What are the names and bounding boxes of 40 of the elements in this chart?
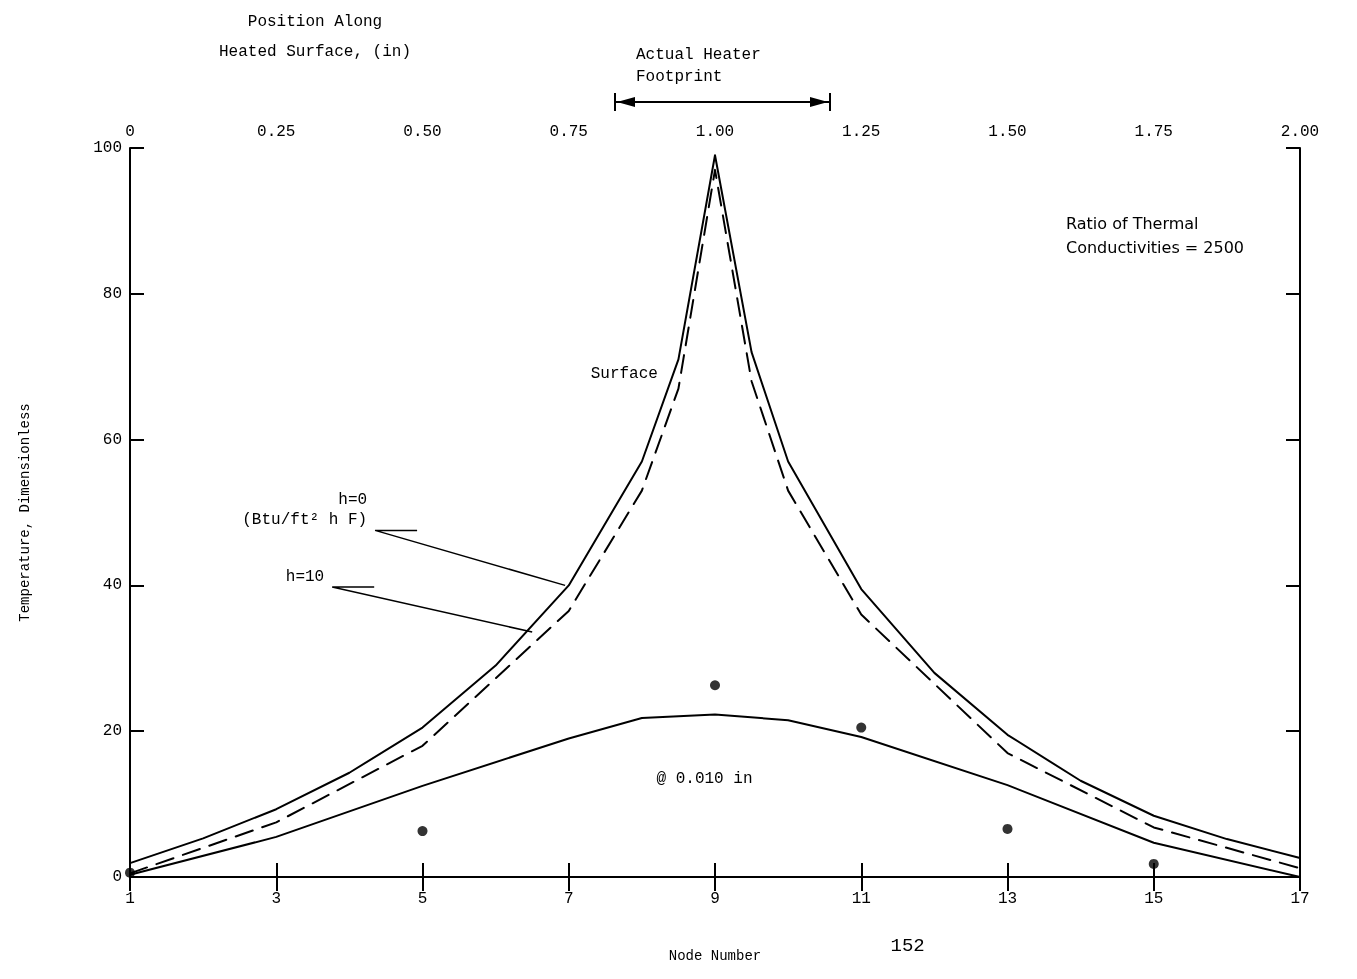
annotation: Surface — [590, 364, 658, 383]
annotation: @ 0.010 in — [656, 769, 753, 788]
y-tick-label: 0 — [112, 868, 122, 886]
annotation: h=0 (Btu/ft² h F) — [242, 491, 368, 530]
x-tick-label: 11 — [851, 890, 871, 908]
x2-axis-title: Position Along Heated Surface, (in) — [218, 13, 412, 61]
x2-tick-label: 2.00 — [1280, 123, 1320, 141]
x-tick-label: 13 — [997, 890, 1018, 908]
point — [856, 722, 867, 733]
x-tick-label: 17 — [1290, 890, 1310, 908]
x2-tick-label: 0.75 — [549, 123, 588, 141]
point — [710, 680, 720, 691]
x-tick-label: 7 — [563, 890, 574, 908]
x-tick-label: 15 — [1144, 890, 1164, 908]
point — [1002, 823, 1013, 834]
text: Actual Heater Footprint — [636, 46, 761, 86]
x-tick-label: 5 — [417, 890, 428, 908]
text: 152 — [890, 935, 925, 958]
x-tick-label: 9 — [710, 890, 720, 908]
y-tick-label: 100 — [93, 139, 122, 157]
point — [1148, 858, 1159, 869]
y-axis-title: Temperature, Dimensionless — [17, 403, 33, 622]
annotation: h=10 — [285, 568, 325, 587]
x2-tick-label: 0 — [125, 123, 135, 141]
y-tick-label: 60 — [102, 430, 122, 449]
x-tick-label: 1 — [125, 890, 135, 908]
x2-tick-label: 0.25 — [257, 123, 296, 141]
x-tick-label: 3 — [271, 890, 282, 908]
point — [417, 826, 428, 837]
point — [125, 867, 135, 878]
y-tick-label: 40 — [102, 576, 122, 595]
x2-tick-label: 1.25 — [842, 123, 881, 141]
x2-tick-label: 1.50 — [988, 123, 1027, 141]
annotation: Ratio of Thermal Conductivities = 2500 — [1066, 213, 1245, 257]
x2-tick-label: 1.00 — [695, 123, 735, 141]
x-axis-title: Node Number — [668, 948, 762, 964]
y-tick-label: 20 — [102, 722, 122, 741]
y-tick-label: 80 — [102, 284, 122, 303]
x2-tick-label: 0.50 — [403, 123, 442, 141]
x2-tick-label: 1.75 — [1134, 123, 1173, 141]
